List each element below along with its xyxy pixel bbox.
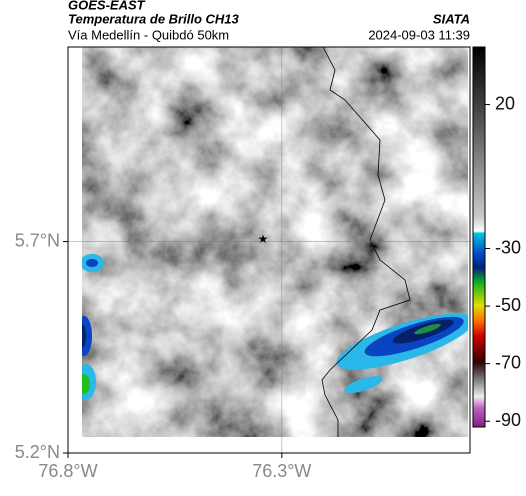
- cloud-field: [82, 47, 468, 437]
- colorbar-label: -50: [495, 295, 521, 315]
- source: SIATA: [433, 11, 470, 26]
- colorbar: [472, 46, 486, 428]
- route: Vía Medellín - Quibdó 50km: [68, 27, 229, 42]
- colorbar-label: -90: [495, 410, 521, 430]
- colorbar-label: -30: [495, 237, 521, 257]
- colorbar-label: -70: [495, 352, 521, 372]
- colorbar-label: 20: [495, 93, 515, 113]
- datetime: 2024-09-03 11:39: [368, 27, 470, 42]
- city-marker: ★: [258, 232, 269, 246]
- frame: [67, 46, 471, 454]
- x-tick-label: 76.8°W: [38, 461, 97, 481]
- imagery: [82, 47, 468, 437]
- title: GOES-EAST: [68, 0, 146, 12]
- y-tick-label: 5.7°N: [15, 230, 60, 250]
- subtitle: Temperatura de Brillo CH13: [68, 11, 240, 26]
- y-tick-label: 5.2°N: [15, 442, 60, 462]
- x-tick-label: 76.3°W: [252, 461, 311, 481]
